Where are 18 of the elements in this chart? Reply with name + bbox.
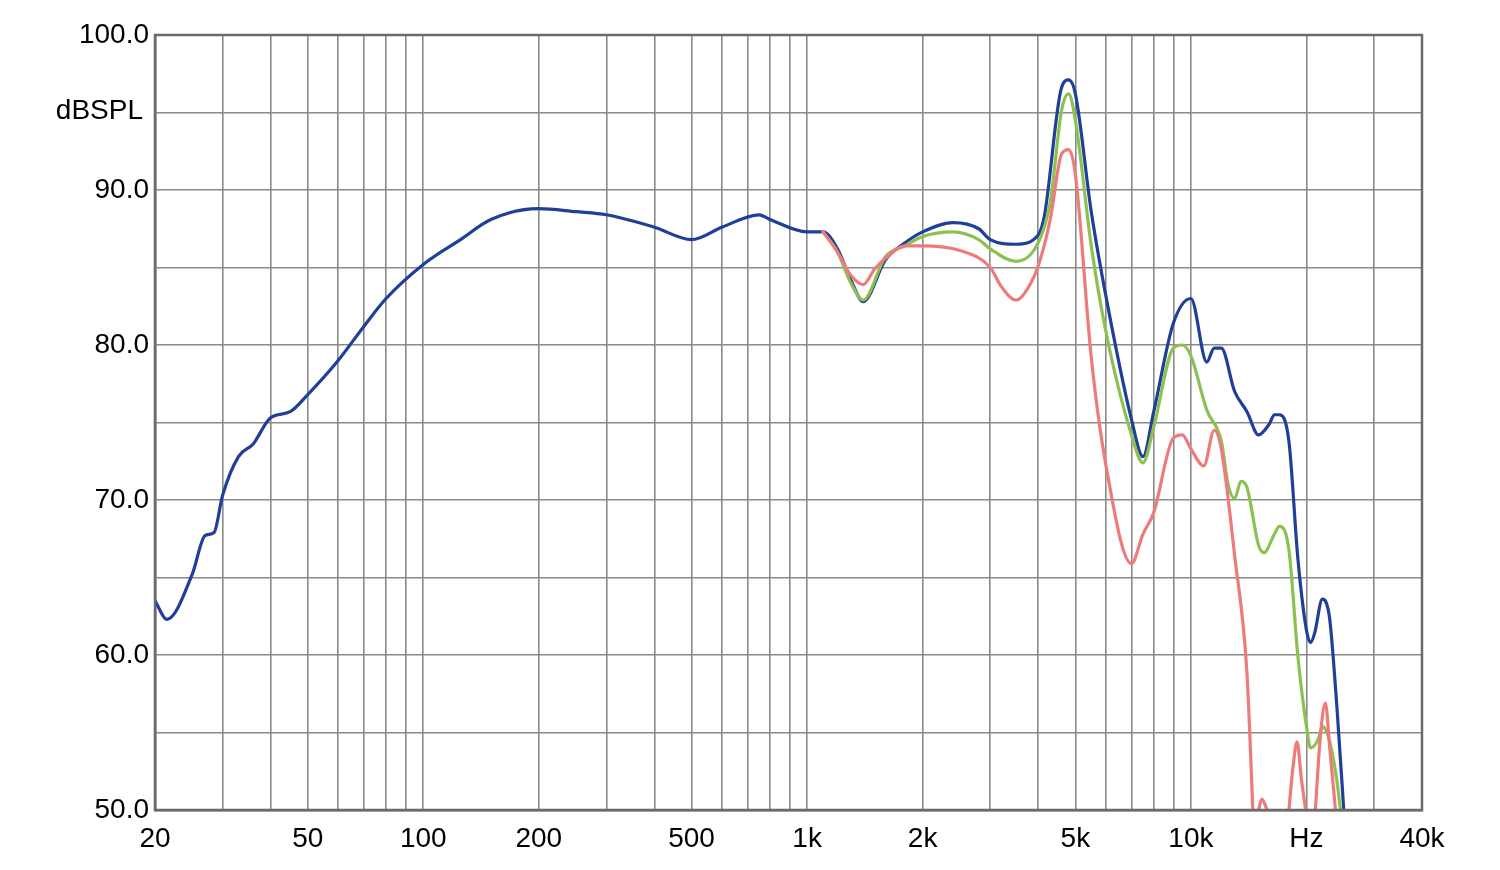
x-tick-label: 500: [668, 821, 715, 853]
y-tick-label: 50.0: [94, 792, 149, 824]
y-tick-label: 60.0: [94, 637, 149, 669]
x-tick-label: 50: [292, 821, 324, 853]
y-tick-label: 100.0: [78, 17, 149, 49]
x-tick-label: 2k: [907, 821, 939, 853]
x-tick-label: 200: [515, 821, 563, 853]
y-tick-label: 80.0: [94, 327, 149, 359]
x-tick-label: 1k: [792, 821, 823, 853]
x-tick-label: 100: [399, 821, 447, 853]
y-tick-label: 70.0: [94, 482, 149, 514]
x-tick-label: 20: [139, 821, 171, 853]
x-tick-label: Hz: [1289, 821, 1324, 853]
x-tick-label: 5k: [1060, 821, 1092, 853]
y-tick-label: 90.0: [94, 172, 149, 204]
x-tick-label: 40k: [1399, 821, 1446, 853]
y-axis-title: dBSPL: [55, 93, 143, 125]
x-tick-label: 10k: [1168, 821, 1215, 853]
